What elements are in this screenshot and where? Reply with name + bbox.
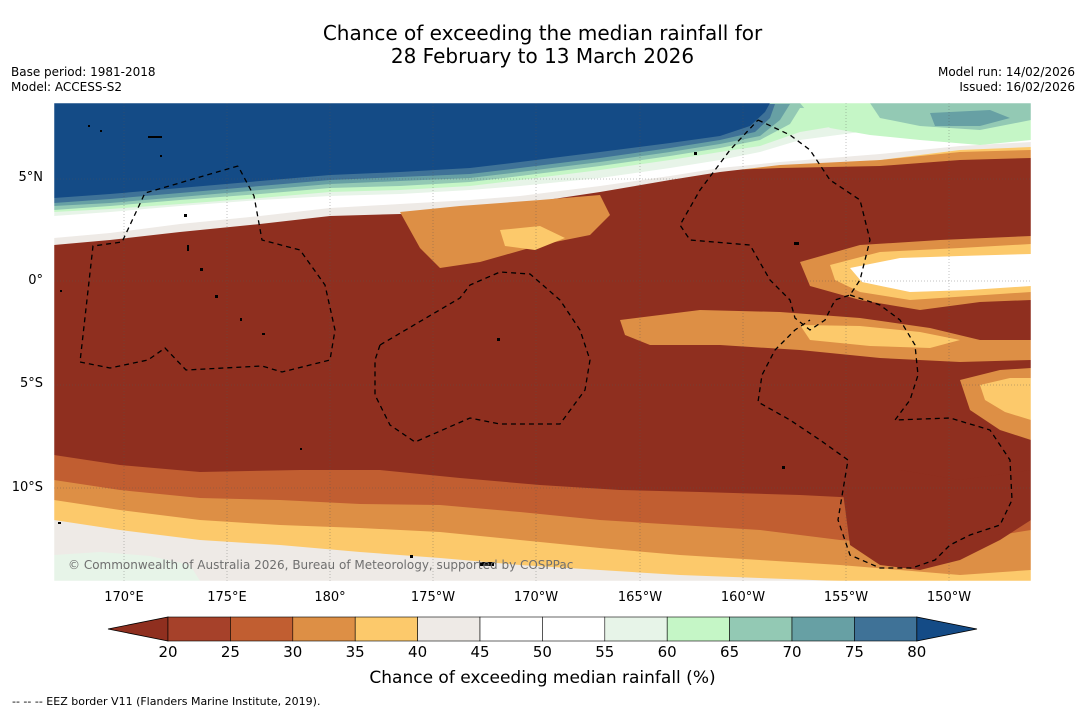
- field-east-yellow-mid: [800, 325, 960, 348]
- colorbar-segment: [230, 616, 294, 642]
- colorbar: [107, 616, 978, 642]
- title-line-2: 28 February to 13 March 2026: [390, 44, 695, 68]
- field-se-yellow: [980, 378, 1031, 420]
- run-info: Model run: 14/02/2026 Issued: 16/02/2026: [938, 65, 1075, 95]
- colorbar-extend-low: [107, 616, 169, 642]
- colorbar-tick-label: 45: [470, 643, 490, 661]
- lat-label-eq: 0°: [28, 273, 43, 288]
- island: [215, 295, 218, 298]
- island: [694, 152, 697, 155]
- lon-label-155w: 155°W: [823, 590, 869, 605]
- colorbar-tick-label: 35: [345, 643, 365, 661]
- island: [410, 555, 413, 558]
- eez-legend-note: -- -- -- EEZ border V11 (Flanders Marine…: [12, 695, 321, 708]
- colorbar-segment: [604, 616, 668, 642]
- model-run-date: Model run: 14/02/2026: [937, 65, 1075, 79]
- field-band-navy: [54, 103, 770, 198]
- field-east-white-tongue: [850, 254, 1031, 292]
- colorbar-tick-label: 80: [907, 643, 927, 661]
- field-central-yellow-patch: [500, 226, 565, 250]
- graticule: [54, 103, 1031, 581]
- lon-label-175e: 175°E: [207, 590, 247, 605]
- lon-label-180: 180°: [314, 590, 346, 605]
- colorbar-title: Chance of exceeding median rainfall (%): [369, 668, 716, 688]
- field-south-green: [54, 552, 200, 581]
- eez-kiribati-gilbert: [79, 165, 336, 373]
- islands: [58, 125, 799, 566]
- colorbar-segment: [729, 616, 793, 642]
- eez-kiribati-line: [679, 119, 871, 331]
- colorbar-tick-label: 25: [220, 643, 240, 661]
- island: [60, 290, 62, 292]
- colorbar-tick-label: 30: [283, 643, 303, 661]
- copyright-notice: © Commonwealth of Australia 2026, Bureau…: [68, 558, 574, 572]
- lat-label-5s: 5°S: [19, 376, 43, 391]
- island: [262, 333, 265, 335]
- map-title: Chance of exceeding the median rainfall …: [0, 22, 1085, 68]
- colorbar-tick-label: 50: [532, 643, 552, 661]
- island: [480, 562, 494, 566]
- island: [300, 448, 302, 450]
- colorbar-segment: [542, 616, 606, 642]
- colorbar-segment: [854, 616, 918, 642]
- island: [200, 268, 203, 271]
- lon-label-165w: 165°W: [617, 590, 663, 605]
- colorbar-tick-label: 75: [844, 643, 864, 661]
- colorbar-segment: [167, 616, 231, 642]
- field-ne-teal-blob: [930, 110, 1010, 126]
- colorbar-tick-label: 65: [720, 643, 740, 661]
- island: [88, 125, 90, 127]
- colorbar-segment: [354, 616, 418, 642]
- island: [100, 130, 102, 132]
- lon-label-175w: 175°W: [410, 590, 456, 605]
- title-line-1: Chance of exceeding the median rainfall …: [322, 21, 763, 45]
- island: [794, 242, 799, 245]
- lon-label-150w: 150°W: [926, 590, 972, 605]
- lon-label-160w: 160°W: [720, 590, 766, 605]
- colorbar-tick-label: 70: [782, 643, 802, 661]
- island: [497, 338, 500, 341]
- lat-label-5n: 5°N: [18, 170, 44, 185]
- colorbar-segment: [417, 616, 481, 642]
- model-info: Base period: 1981-2018 Model: ACCESS-S2: [11, 65, 156, 95]
- island: [240, 318, 242, 321]
- island: [160, 155, 162, 157]
- model-name: Model: ACCESS-S2: [11, 80, 123, 94]
- base-period: Base period: 1981-2018: [11, 65, 156, 79]
- colorbar-segment: [666, 616, 730, 642]
- field-south-grey: [54, 520, 840, 581]
- colorbar-segment: [479, 616, 543, 642]
- rainfall-field: [54, 103, 1031, 581]
- colorbar-tick-label: 40: [408, 643, 428, 661]
- island: [148, 136, 162, 138]
- colorbar-tick-label: 60: [657, 643, 677, 661]
- lat-label-10s: 10°S: [11, 480, 43, 495]
- issued-date: Issued: 16/02/2026: [959, 80, 1075, 94]
- island: [187, 245, 189, 251]
- colorbar-extend-high: [916, 616, 978, 642]
- map-frame: [53, 102, 1032, 582]
- island: [58, 522, 61, 524]
- eez-kiribati-phoenix: [374, 271, 591, 443]
- lon-label-170e: 170°E: [104, 590, 144, 605]
- eez-borders: [79, 119, 1013, 569]
- eez-french-polynesia: [757, 294, 1013, 569]
- colorbar-segment: [292, 616, 356, 642]
- island: [782, 466, 785, 469]
- field-se-brown-bulge: [840, 470, 1031, 570]
- lon-label-170w: 170°W: [513, 590, 559, 605]
- colorbar-tick-label: 20: [158, 643, 178, 661]
- island: [184, 214, 187, 217]
- colorbar-segment: [791, 616, 855, 642]
- colorbar-tick-label: 55: [595, 643, 615, 661]
